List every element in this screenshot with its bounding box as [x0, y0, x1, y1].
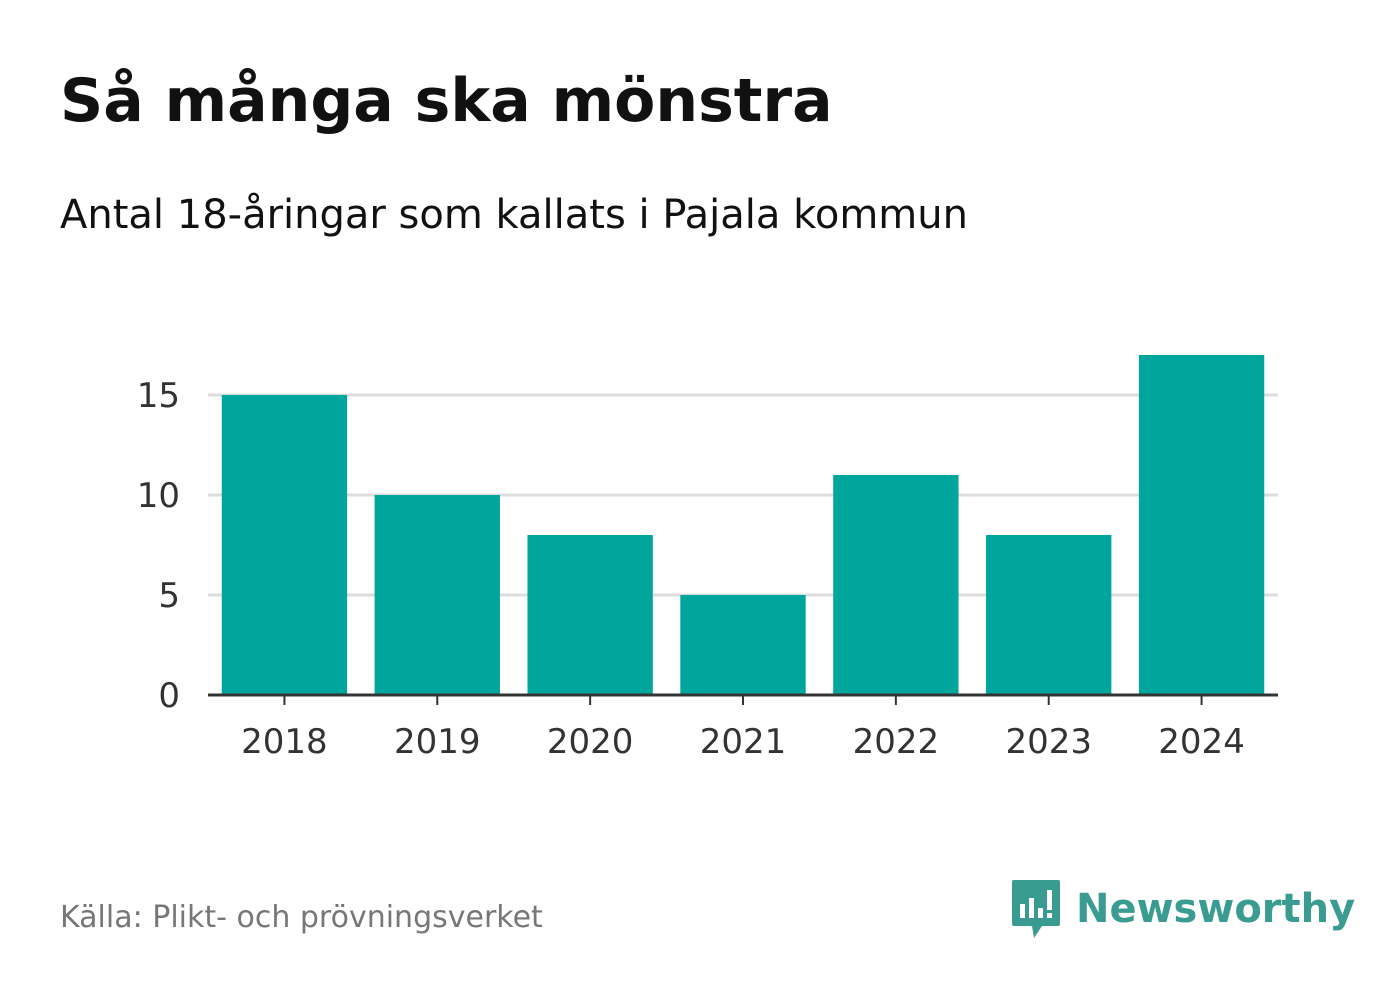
bar [527, 535, 653, 695]
x-tick-label: 2019 [394, 722, 481, 762]
y-axis-ticks: 0 5 10 15 [137, 376, 180, 716]
y-tick-label: 5 [158, 576, 180, 616]
bar [221, 395, 348, 695]
x-tick-label: 2018 [241, 722, 328, 762]
brand-name: Newsworthy [1076, 886, 1356, 932]
bar [1138, 355, 1265, 695]
bar [986, 535, 1112, 695]
x-tick-label: 2021 [700, 722, 787, 762]
x-tick-label: 2020 [547, 722, 634, 762]
bars [221, 355, 1265, 695]
chart-subtitle: Antal 18-åringar som kallats i Pajala ko… [60, 192, 968, 238]
x-tick-label: 2022 [853, 722, 940, 762]
y-tick-label: 10 [137, 476, 180, 516]
brand-logo: Newsworthy [1010, 878, 1355, 940]
source-note: Källa: Plikt- och prövningsverket [60, 900, 543, 935]
chart-title: Så många ska mönstra [60, 66, 833, 136]
x-tick-label: 2023 [1005, 722, 1092, 762]
bar [374, 495, 500, 695]
bar [833, 475, 959, 695]
bar [680, 595, 806, 695]
y-tick-label: 0 [158, 676, 180, 716]
grid-lines [208, 393, 1278, 597]
x-axis: 2018 2019 2020 2021 2022 2023 2024 [208, 693, 1278, 762]
newsworthy-logo-icon [1012, 880, 1060, 938]
x-tick-label: 2024 [1158, 722, 1245, 762]
y-tick-label: 15 [137, 376, 180, 416]
